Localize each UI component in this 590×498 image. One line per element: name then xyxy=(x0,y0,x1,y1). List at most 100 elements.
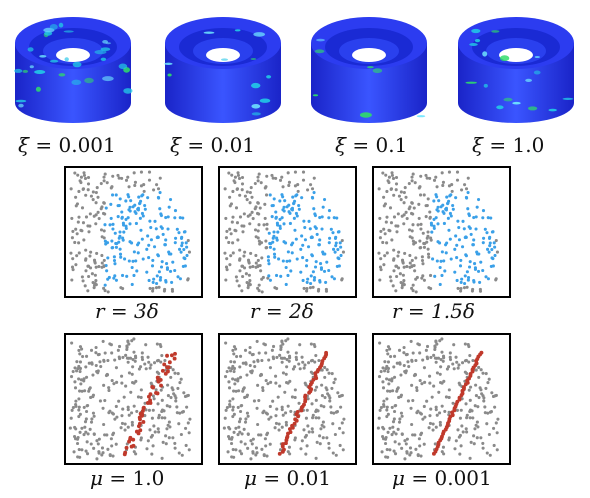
particle xyxy=(256,201,260,205)
particle xyxy=(475,420,479,424)
particle xyxy=(274,374,278,378)
particle xyxy=(418,444,422,448)
particle xyxy=(422,366,426,370)
particle xyxy=(381,386,386,390)
particle xyxy=(151,286,155,291)
particle-highlighted xyxy=(451,207,455,211)
particle xyxy=(169,395,173,400)
particle xyxy=(410,258,414,262)
particle xyxy=(298,367,302,371)
particle xyxy=(237,284,241,288)
particle xyxy=(382,195,386,199)
particle xyxy=(75,360,79,364)
particle xyxy=(399,198,403,202)
particle xyxy=(109,437,113,441)
particle xyxy=(459,408,463,412)
particle xyxy=(320,423,324,427)
particle-highlighted xyxy=(281,259,285,263)
particle xyxy=(278,178,283,182)
particle xyxy=(147,360,151,364)
particle xyxy=(381,425,385,429)
particle-highlighted xyxy=(305,258,309,262)
particle xyxy=(393,354,397,358)
particle-highlighted xyxy=(319,266,323,270)
particle xyxy=(476,405,480,409)
particle xyxy=(332,381,336,385)
particle xyxy=(248,265,252,269)
particle xyxy=(71,405,75,410)
particle xyxy=(405,437,409,441)
particle xyxy=(125,344,129,348)
particle xyxy=(99,207,103,211)
particle-panel-r-3 xyxy=(372,166,511,298)
particle xyxy=(474,368,478,372)
particle-highlighted xyxy=(283,199,287,203)
particle xyxy=(84,269,88,273)
particle xyxy=(111,454,115,458)
particle xyxy=(139,170,144,174)
particle-highlighted xyxy=(179,250,183,254)
particle-highlighted xyxy=(161,232,165,236)
particle xyxy=(188,417,192,421)
particle xyxy=(264,379,268,383)
particle xyxy=(390,171,394,175)
particle xyxy=(341,250,346,254)
particle xyxy=(75,254,79,258)
particle xyxy=(145,447,149,451)
particle-panel-r-2 xyxy=(218,166,357,298)
particle xyxy=(140,351,144,355)
particle xyxy=(387,378,391,382)
particle xyxy=(408,261,412,265)
particle xyxy=(88,427,92,431)
particle xyxy=(414,447,418,451)
particle xyxy=(121,355,125,359)
particle xyxy=(308,286,313,290)
particle xyxy=(114,366,118,370)
particle xyxy=(99,228,104,232)
particle xyxy=(410,383,414,387)
particle xyxy=(474,394,478,398)
particle xyxy=(82,377,86,381)
particle xyxy=(70,278,74,282)
caption-value: 0.001 xyxy=(58,133,116,157)
damage-spot xyxy=(221,58,228,61)
particle-highlighted xyxy=(459,258,463,262)
particle xyxy=(331,422,335,426)
damage-spot xyxy=(164,62,173,65)
particle xyxy=(87,274,91,279)
particle-highlighted xyxy=(147,243,151,247)
particle xyxy=(328,396,332,400)
particle xyxy=(392,215,397,219)
particle-highlighted xyxy=(178,247,182,251)
particle xyxy=(408,265,412,269)
particle xyxy=(384,173,388,177)
particle xyxy=(312,343,316,347)
crack-particle xyxy=(324,350,329,355)
particle xyxy=(159,388,163,392)
particle xyxy=(84,449,88,453)
particle xyxy=(99,364,103,369)
particle-highlighted xyxy=(275,221,279,225)
particle xyxy=(82,405,86,409)
particle-highlighted xyxy=(276,230,280,234)
particle xyxy=(126,360,130,364)
crack-particle xyxy=(129,444,134,449)
particle xyxy=(171,368,175,372)
particle xyxy=(279,347,283,351)
particle xyxy=(76,367,80,371)
particle-highlighted xyxy=(320,227,324,231)
particle xyxy=(397,395,401,399)
particle-highlighted xyxy=(481,209,486,213)
particle-highlighted xyxy=(119,255,123,259)
particle xyxy=(251,216,255,221)
particle xyxy=(315,440,319,444)
particle xyxy=(254,261,258,265)
particle xyxy=(452,367,456,371)
particle xyxy=(256,286,260,290)
particle xyxy=(103,289,107,293)
particle xyxy=(474,423,478,427)
particle xyxy=(303,363,307,367)
damage-spot xyxy=(22,69,29,73)
particle xyxy=(447,438,451,442)
damage-spot xyxy=(534,56,540,58)
